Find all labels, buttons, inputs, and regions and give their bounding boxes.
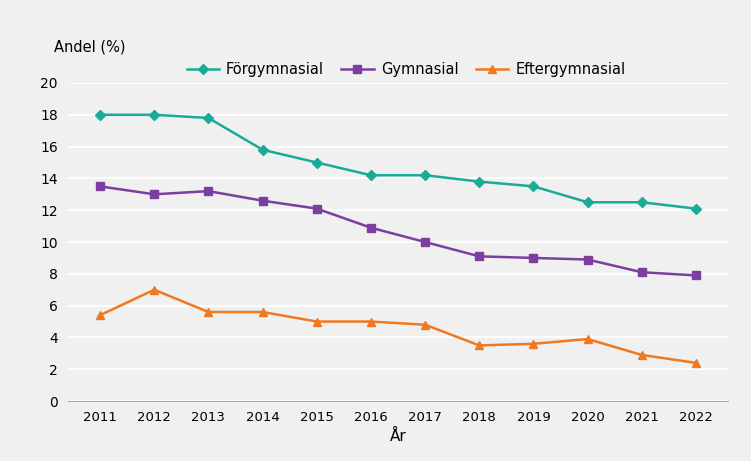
- X-axis label: År: År: [390, 429, 406, 444]
- Legend: Förgymnasial, Gymnasial, Eftergymnasial: Förgymnasial, Gymnasial, Eftergymnasial: [186, 62, 626, 77]
- Text: Andel (%): Andel (%): [54, 39, 126, 54]
